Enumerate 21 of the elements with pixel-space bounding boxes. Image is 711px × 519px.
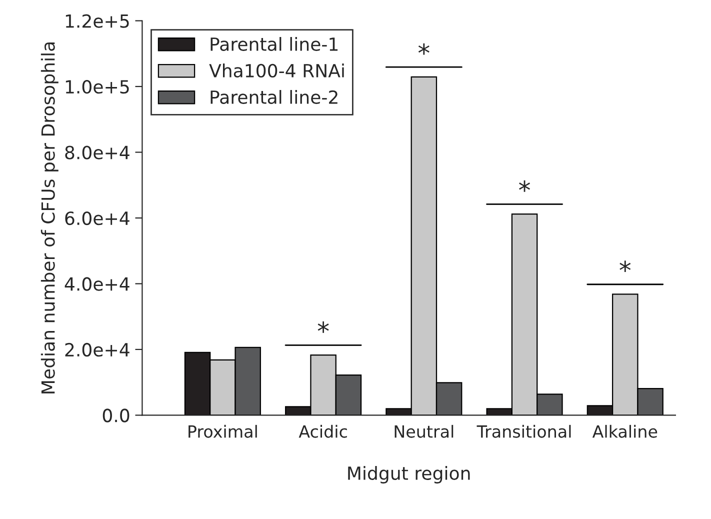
y-tick-label: 6.0e+4 bbox=[65, 211, 130, 226]
legend-label: Parental line-2 bbox=[210, 90, 338, 104]
annotation: * bbox=[519, 180, 530, 192]
x-tick-label: Transitional bbox=[476, 424, 571, 438]
y-tick-label: 1.0e+5 bbox=[66, 80, 129, 94]
y-axis-title: Median number of CFUs per Drosophila bbox=[40, 42, 58, 394]
y-tick-label: 0.0 bbox=[102, 408, 130, 422]
annotation: * bbox=[620, 260, 631, 272]
y-tick-label: 4.0e+4 bbox=[64, 277, 130, 291]
annotation: * bbox=[418, 43, 430, 55]
legend-label: Vha100-4 RNAi bbox=[209, 64, 344, 78]
x-tick-label: Neutral bbox=[394, 424, 454, 438]
y-tick-label: 2.0e+4 bbox=[65, 342, 130, 357]
legend-label: Parental line-1 bbox=[210, 37, 338, 51]
annotation: * bbox=[318, 321, 329, 333]
y-tick-label: 1.2e+5 bbox=[66, 14, 129, 28]
x-tick-label: Proximal bbox=[188, 424, 257, 438]
x-tick-label: Acidic bbox=[298, 424, 347, 438]
x-tick-label: Alkaline bbox=[592, 424, 658, 438]
x-axis-title: Midgut region bbox=[348, 466, 470, 484]
y-tick-label: 8.0e+4 bbox=[65, 146, 130, 160]
